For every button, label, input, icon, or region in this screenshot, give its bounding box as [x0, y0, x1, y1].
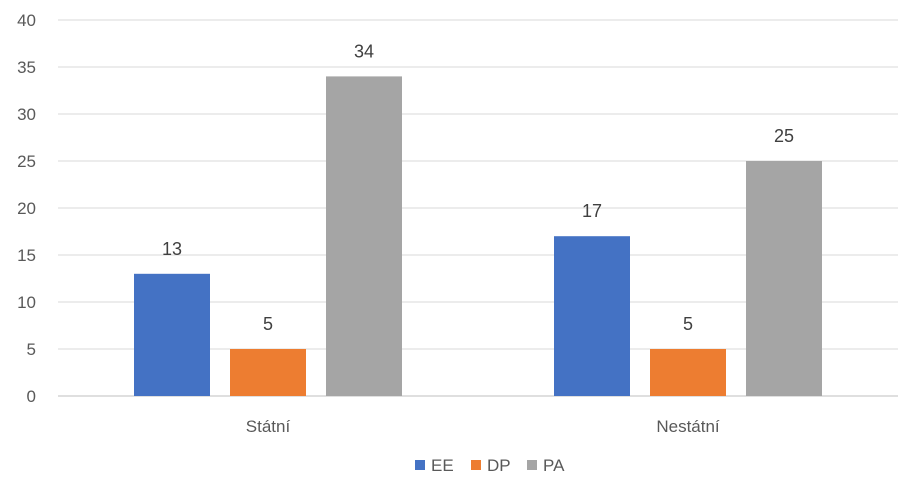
legend: EE DP PA: [415, 456, 565, 475]
y-tick-label: 20: [17, 199, 36, 218]
y-tick-label: 35: [17, 58, 36, 77]
bar-ee-2: [554, 236, 630, 396]
y-tick-label: 25: [17, 152, 36, 171]
data-label: 5: [683, 314, 693, 334]
legend-swatch-pa: [527, 460, 537, 470]
y-tick-label: 30: [17, 105, 36, 124]
category-label: Státní: [246, 417, 291, 436]
bar-dp-1: [230, 349, 306, 396]
data-labels: 13 5 34 17 5 25: [162, 41, 794, 334]
y-axis: 0 5 10 15 20 25 30 35 40: [17, 11, 36, 406]
bar-ee-1: [134, 273, 210, 396]
data-label: 34: [354, 41, 374, 61]
legend-swatch-dp: [471, 460, 481, 470]
legend-label: PA: [543, 456, 565, 475]
bars: [134, 76, 822, 397]
data-label: 13: [162, 239, 182, 259]
data-label: 25: [774, 126, 794, 146]
legend-label: DP: [487, 456, 511, 475]
bar-pa-2: [746, 161, 822, 396]
data-label: 5: [263, 314, 273, 334]
legend-label: EE: [431, 456, 454, 475]
y-tick-label: 10: [17, 293, 36, 312]
y-tick-label: 40: [17, 11, 36, 30]
data-label: 17: [582, 201, 602, 221]
x-axis: Státní Nestátní: [246, 417, 720, 436]
bar-pa-1: [326, 76, 402, 397]
bar-dp-2: [650, 349, 726, 396]
y-tick-label: 5: [27, 340, 36, 359]
y-tick-label: 0: [27, 387, 36, 406]
y-tick-label: 15: [17, 246, 36, 265]
category-label: Nestátní: [656, 417, 720, 436]
legend-swatch-ee: [415, 460, 425, 470]
